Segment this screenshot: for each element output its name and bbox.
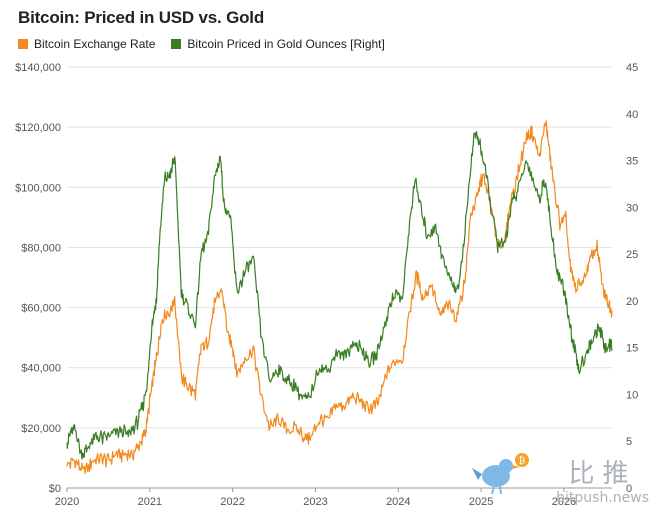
watermark: 比推 bitpush.news: [556, 453, 649, 506]
y-right-tick-label: 15: [626, 343, 638, 355]
y-right-tick-label: 10: [626, 389, 638, 401]
y-right-tick-label: 30: [626, 202, 638, 214]
y-right-tick-label: 0: [626, 483, 632, 495]
y-left-tick-label: $140,000: [15, 62, 61, 74]
y-left-tick-label: $40,000: [21, 363, 61, 375]
y-left-tick-label: $0: [49, 483, 61, 495]
y-left-tick-label: $60,000: [21, 303, 61, 315]
y-right-tick-label: 25: [626, 249, 638, 261]
chart-legend: Bitcoin Exchange Rate Bitcoin Priced in …: [18, 37, 385, 51]
x-tick-label: 2022: [220, 496, 244, 508]
y-left-tick-label: $120,000: [15, 122, 61, 134]
x-tick-label: 2026: [552, 496, 576, 508]
series-line-usd: [66, 120, 613, 475]
legend-label-gold: Bitcoin Priced in Gold Ounces [Right]: [187, 37, 385, 51]
legend-item-usd: Bitcoin Exchange Rate: [18, 37, 155, 51]
legend-label-usd: Bitcoin Exchange Rate: [34, 37, 156, 51]
y-left-tick-label: $80,000: [21, 242, 61, 254]
legend-item-gold: Bitcoin Priced in Gold Ounces [Right]: [171, 37, 385, 51]
svg-text:₿: ₿: [519, 456, 526, 467]
x-tick-label: 2025: [469, 496, 493, 508]
x-tick-label: 2023: [303, 496, 327, 508]
y-right-tick-label: 35: [626, 156, 638, 168]
watermark-url: bitpush.news: [556, 490, 649, 506]
chart-title: Bitcoin: Priced in USD vs. Gold: [18, 8, 265, 27]
x-tick-label: 2024: [386, 496, 410, 508]
series-line-gold: [66, 131, 613, 460]
y-right-tick-label: 20: [626, 296, 638, 308]
x-tick-label: 2020: [55, 496, 79, 508]
y-right-tick-label: 40: [626, 109, 638, 121]
legend-swatch-usd: [18, 39, 28, 49]
y-right-tick-label: 5: [626, 436, 632, 448]
bird-logo-icon: ₿: [472, 453, 529, 495]
legend-swatch-gold: [171, 39, 182, 49]
y-right-tick-label: 45: [626, 62, 638, 74]
x-tick-label: 2021: [138, 496, 162, 508]
watermark-cn: 比推: [568, 459, 637, 489]
y-left-tick-label: $100,000: [15, 182, 61, 194]
y-left-tick-label: $20,000: [21, 423, 61, 435]
